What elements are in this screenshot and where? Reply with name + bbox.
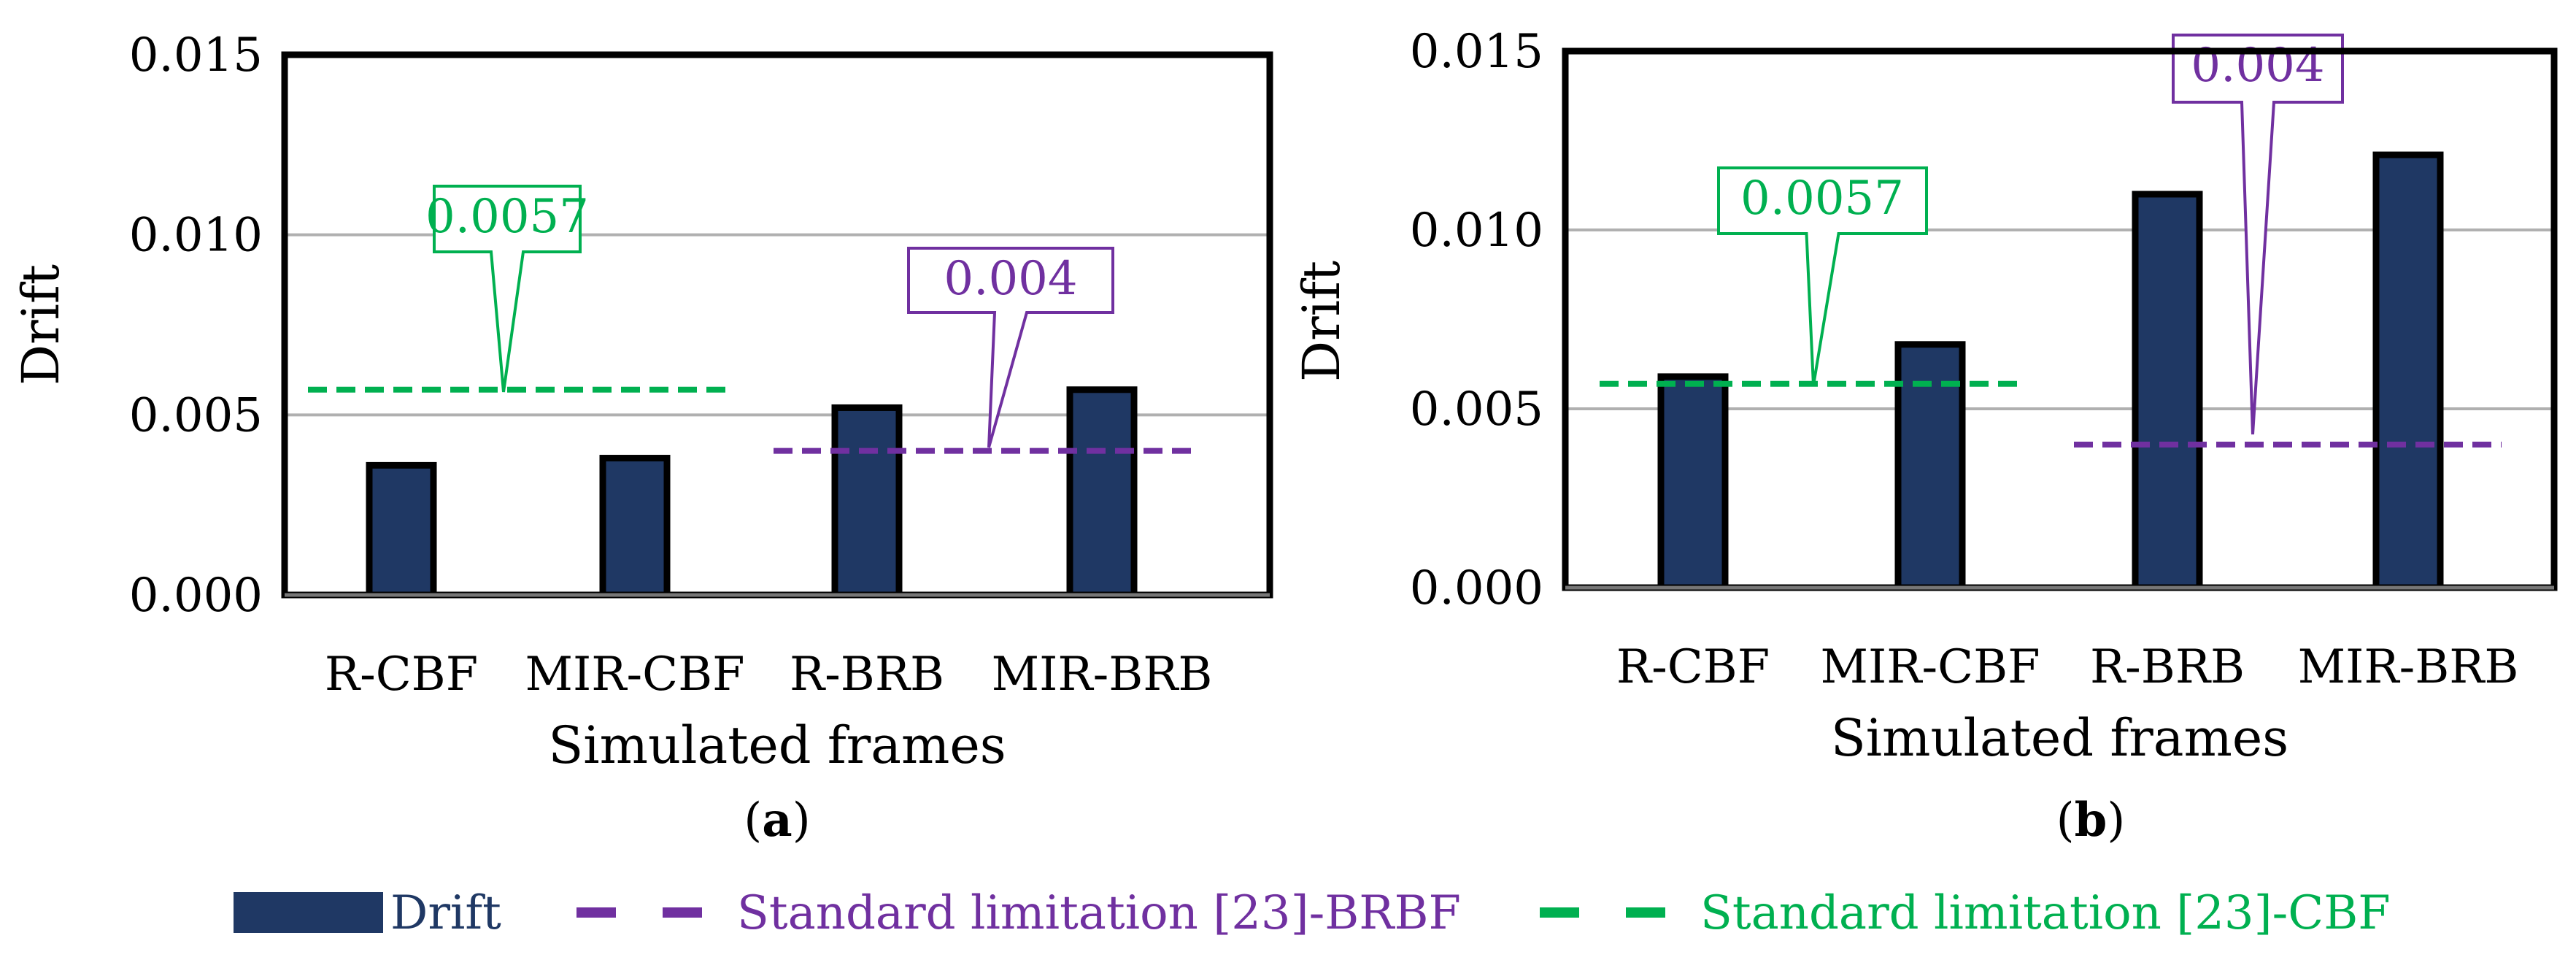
cbf-callout: [433, 185, 582, 393]
panel-caption: (a): [744, 793, 810, 848]
bar-drift: [2372, 151, 2444, 591]
x-category-label: MIR-CBF: [1820, 640, 2040, 694]
legend-label: Standard limitation [23]-CBF: [1700, 886, 2391, 940]
bar-drift: [366, 461, 437, 599]
callout-value: 0.004: [2191, 39, 2324, 93]
x-category-label: R-CBF: [1616, 640, 1770, 694]
y-tick-label: 0.015: [1410, 25, 1543, 79]
x-category-label: R-BRB: [2090, 640, 2245, 694]
x-category-label: MIR-BRB: [992, 648, 1213, 702]
x-axis-title: Simulated frames: [548, 715, 1006, 775]
y-tick-label: 0.015: [129, 28, 263, 82]
y-tick-label: 0.010: [129, 209, 263, 263]
panel-caption: (b): [2056, 793, 2126, 848]
panel-caption-open: (: [2056, 794, 2075, 848]
callout-value: 0.0057: [425, 190, 589, 244]
panel-caption-letter: b: [2075, 793, 2108, 848]
legend: Drift Standard limitation [23]-BRBF Standa…: [234, 886, 2391, 940]
y-tick-label: 0.000: [1410, 561, 1543, 615]
x-category-label: R-CBF: [325, 648, 478, 702]
bar-drift: [599, 455, 671, 599]
panel-caption-letter: a: [762, 793, 792, 848]
callout-value: 0.004: [944, 252, 1077, 306]
panel-caption-open: (: [744, 794, 762, 848]
x-category-label: MIR-CBF: [525, 648, 744, 702]
y-axis-title: Drift: [11, 264, 71, 385]
y-tick-label: 0.000: [129, 569, 263, 623]
bar-drift: [1657, 373, 1729, 591]
brbf-callout: [2172, 34, 2344, 435]
chart-panel-a: 0.000 0.005 0.010 0.015 0.0057 0.004 R-CBF MIR-…: [11, 28, 1273, 848]
x-category-label: MIR-BRB: [2298, 640, 2519, 694]
x-axis-title: Simulated frames: [1831, 708, 2288, 768]
y-axis-title: Drift: [1292, 261, 1351, 382]
y-tick-label: 0.005: [129, 388, 263, 442]
bar-drift: [1066, 386, 1138, 599]
panel-caption-close: ): [793, 794, 811, 848]
y-tick-label: 0.005: [1410, 383, 1543, 437]
legend-label: Drift: [390, 886, 501, 940]
bar-drift: [831, 404, 903, 599]
chart-panel-b: 0.000 0.005 0.010 0.015 0.0057 0.004 R-CBF MIR-…: [1292, 25, 2558, 848]
callout-value: 0.0057: [1740, 172, 1904, 226]
panel-caption-close: ): [2107, 794, 2125, 848]
bar-drift: [2132, 191, 2203, 591]
cbf-callout: [1717, 166, 1928, 386]
y-tick-label: 0.010: [1410, 204, 1543, 258]
legend-swatch-drift: [234, 892, 383, 933]
brbf-callout: [907, 247, 1114, 448]
legend-label: Standard limitation [23]-BRBF: [737, 886, 1461, 940]
x-category-label: R-BRB: [790, 648, 944, 702]
